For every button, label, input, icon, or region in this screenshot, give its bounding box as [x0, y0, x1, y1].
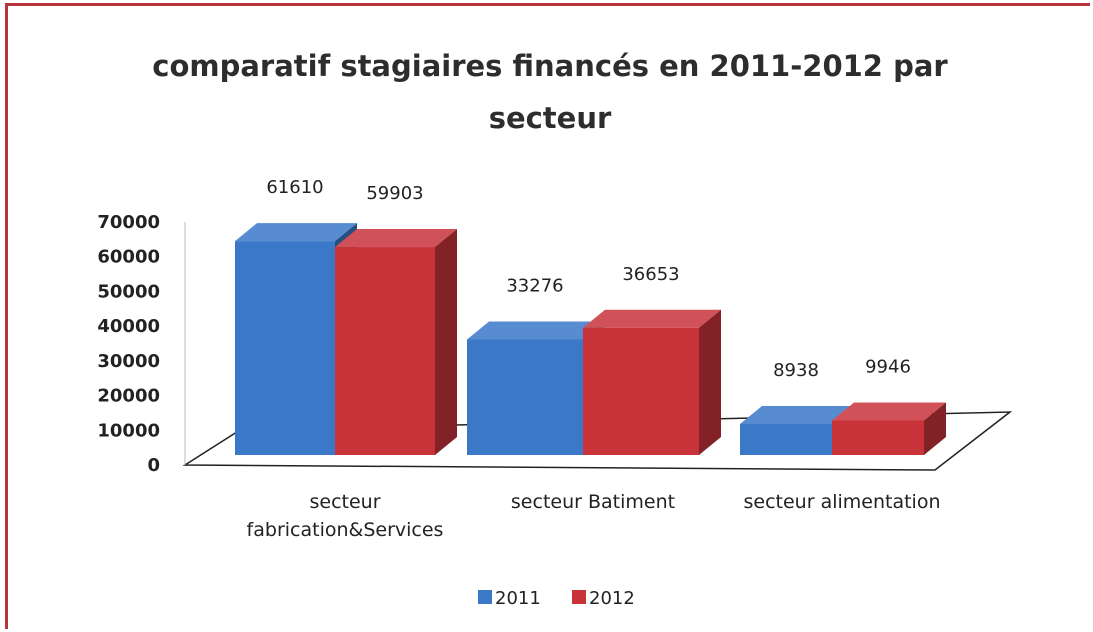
bar-front	[583, 327, 699, 455]
y-tick-label: 40000	[97, 316, 160, 337]
y-tick-label: 20000	[97, 386, 160, 407]
bar-top	[832, 402, 946, 421]
value-label: 33276	[506, 275, 563, 296]
x-tick-label: secteur alimentation	[743, 491, 941, 513]
value-label: 59903	[366, 183, 423, 204]
y-tick-label: 10000	[97, 420, 160, 441]
bar-front	[235, 241, 335, 455]
legend-label: 2012	[589, 588, 635, 609]
y-tick-label: 50000	[97, 281, 160, 302]
value-label: 36653	[622, 264, 679, 285]
bar-top	[740, 405, 854, 424]
bar	[583, 309, 721, 455]
chart-title: comparatif stagiaires financés en 2011-2…	[152, 49, 948, 135]
y-tick-label: 30000	[97, 351, 160, 372]
y-tick-label: 0	[147, 455, 160, 476]
legend-label: 2011	[495, 588, 541, 609]
y-tick-label: 70000	[97, 212, 160, 233]
value-label: 9946	[865, 356, 911, 377]
bar-top	[335, 229, 457, 248]
frame	[5, 3, 1090, 629]
bar-front	[335, 247, 435, 455]
bar-front	[740, 423, 832, 455]
bar-top	[235, 223, 357, 242]
legend-swatch	[572, 590, 586, 604]
bar	[335, 229, 457, 455]
value-label: 61610	[266, 177, 323, 198]
x-tick-label: secteur fabrication&Services	[246, 491, 444, 541]
bar-side	[435, 229, 457, 455]
bar-side	[699, 309, 721, 455]
y-tick-label: 60000	[97, 247, 160, 268]
value-label: 8938	[773, 360, 819, 381]
bar-side	[924, 402, 946, 455]
bar	[832, 402, 946, 455]
bar-top	[467, 321, 605, 340]
bar-front	[467, 339, 583, 455]
x-tick-label: secteur Batiment	[510, 491, 676, 513]
legend-swatch	[478, 590, 492, 604]
bar-top	[583, 309, 721, 328]
bar-front	[832, 420, 924, 455]
